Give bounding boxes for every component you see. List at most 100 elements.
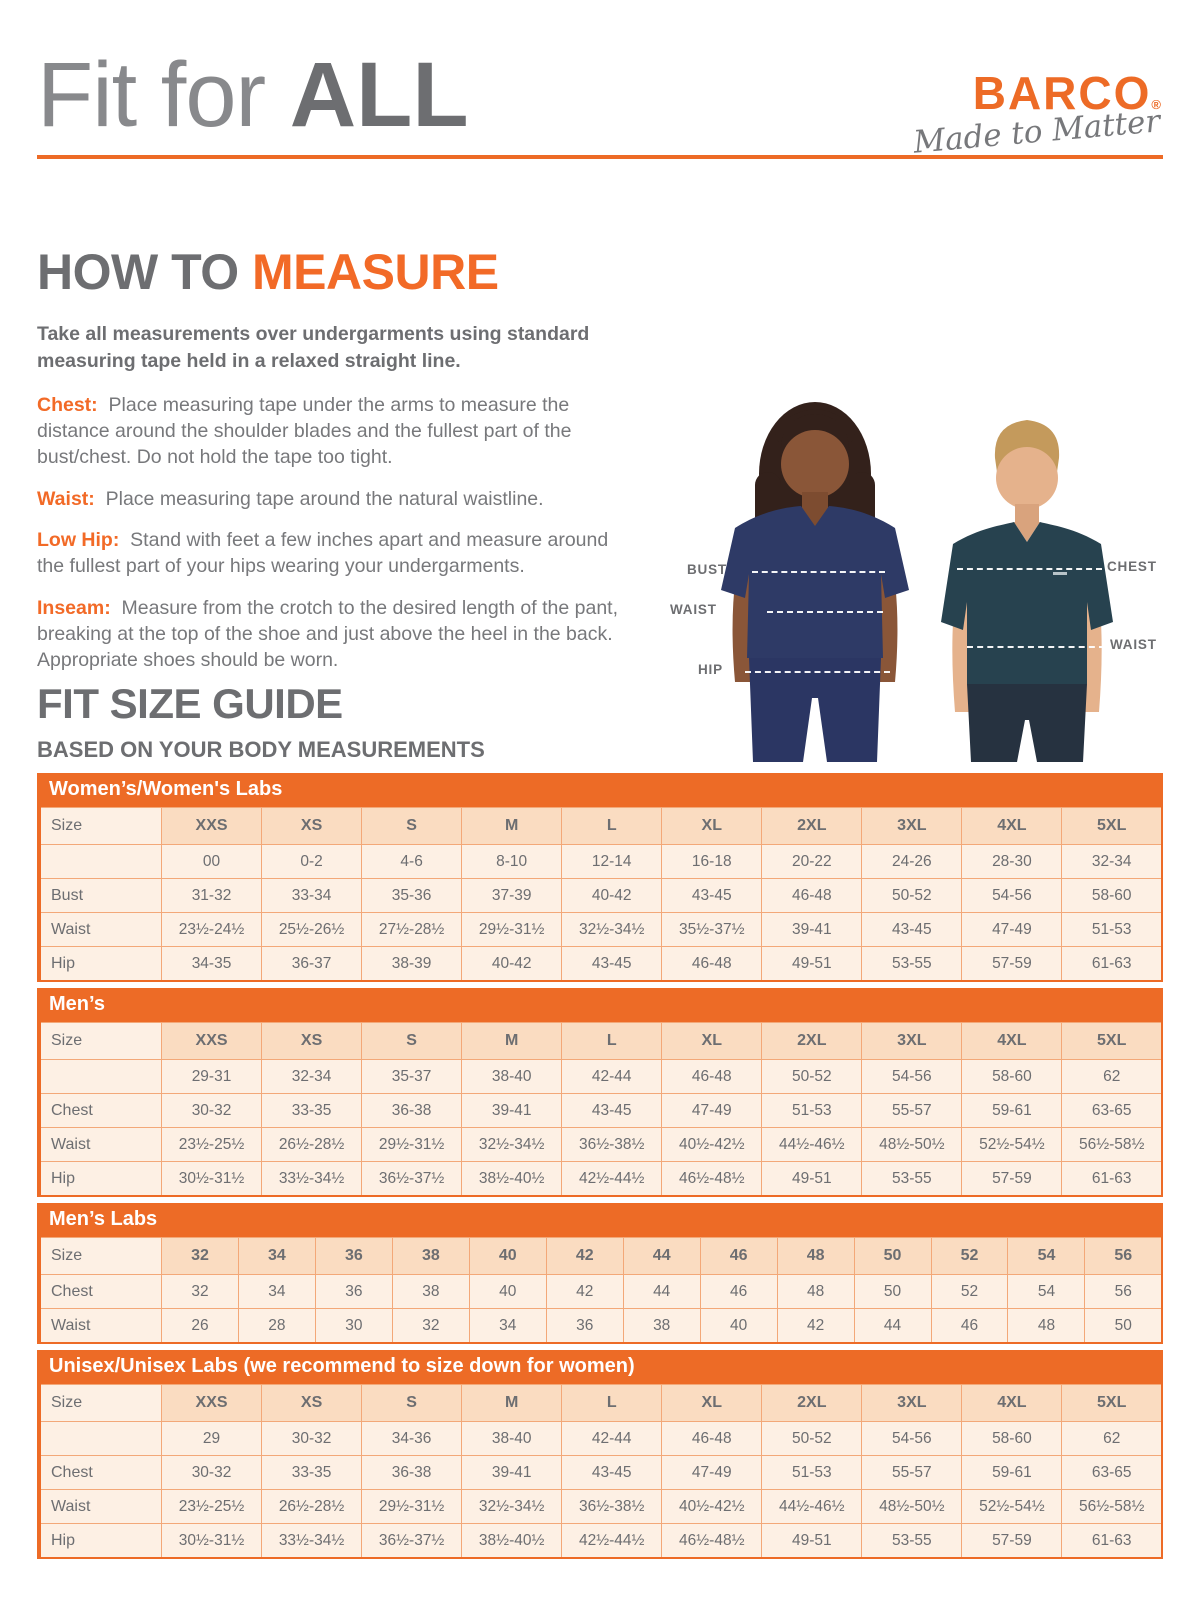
size-cell: L <box>561 1022 663 1060</box>
accent-divider <box>37 155 1163 159</box>
size-cell: XXS <box>160 1022 263 1060</box>
row-label: Waist <box>38 1308 162 1344</box>
size-cell: 56½-58½ <box>1061 1127 1163 1162</box>
table-row: Chest 32 34 36 38 40 42 44 46 48 50 52 54 56 <box>38 1274 1163 1309</box>
waist-measure-line-left <box>767 611 883 613</box>
size-cell: 30-32 <box>160 1093 263 1128</box>
table-row: Waist 23½-24½ 25½-26½ 27½-28½ 29½-31½ 32½-34½… <box>38 912 1163 947</box>
row-label: Size <box>38 1384 162 1422</box>
size-cell: 40-42 <box>561 878 663 913</box>
size-cell: 5XL <box>1061 1022 1163 1060</box>
size-cell: 52 <box>930 1237 1009 1275</box>
size-cell: 55-57 <box>861 1455 963 1490</box>
size-cell: 53-55 <box>861 946 963 982</box>
table-row: 00 0-2 4-6 8-10 12-14 16-18 20-22 24-26 28-30 32-… <box>38 844 1163 879</box>
table-row: Waist 23½-25½ 26½-28½ 29½-31½ 32½-34½ 36½-38½… <box>38 1489 1163 1524</box>
size-cell: 50-52 <box>761 1059 863 1094</box>
size-cell: 32 <box>391 1308 470 1344</box>
page-title-bold: ALL <box>289 44 469 146</box>
size-cell: 33-35 <box>261 1093 363 1128</box>
size-cell: XS <box>261 807 363 845</box>
size-cell: 46 <box>699 1274 778 1309</box>
size-cell: 4XL <box>961 1384 1063 1422</box>
size-cell: 24-26 <box>861 844 963 879</box>
fit-size-guide-subheading: BASED ON YOUR BODY MEASUREMENTS <box>37 737 485 762</box>
size-cell: 2XL <box>761 1384 863 1422</box>
measure-item-chest: Chest: Place measuring tape under the ar… <box>37 393 572 469</box>
size-cell: 36 <box>314 1237 393 1275</box>
size-cell: 30-32 <box>261 1421 363 1456</box>
size-cell: 48 <box>776 1237 855 1275</box>
size-cell: 43-45 <box>861 912 963 947</box>
table-row: Size 32 34 36 38 40 42 44 46 48 50 52 54 56 <box>38 1237 1163 1275</box>
size-cell: 38½-40½ <box>461 1161 563 1197</box>
measure-item-waist: Waist: Place measuring tape around the n… <box>37 487 544 510</box>
size-cell: 32½-34½ <box>561 912 663 947</box>
size-cell: 51-53 <box>761 1093 863 1128</box>
table-row: Size XXS XS S M L XL 2XL 3XL 4XL 5XL <box>38 1384 1163 1422</box>
size-cell: 35-37 <box>361 1059 463 1094</box>
size-cell: 37-39 <box>461 878 563 913</box>
size-cell: 2XL <box>761 1022 863 1060</box>
size-cell: 38-39 <box>361 946 463 982</box>
size-table: Size XXS XS S M L XL 2XL 3XL 4XL 5XL 29-31 32-34 35-3… <box>37 1022 1163 1197</box>
size-cell: 25½-26½ <box>261 912 363 947</box>
size-cell: 29½-31½ <box>361 1489 463 1524</box>
size-cell: 55-57 <box>861 1093 963 1128</box>
size-cell: 56½-58½ <box>1061 1489 1163 1524</box>
size-cell: 40 <box>468 1237 547 1275</box>
size-cell: 61-63 <box>1061 1161 1163 1197</box>
size-cell: 4XL <box>961 807 1063 845</box>
size-cell: 46½-48½ <box>661 1161 763 1197</box>
size-cell: 34 <box>237 1274 316 1309</box>
size-cell: 36-37 <box>261 946 363 982</box>
size-cell: 49-51 <box>761 946 863 982</box>
size-cell: 30-32 <box>160 1455 263 1490</box>
size-cell: 50-52 <box>861 878 963 913</box>
size-cell: 38 <box>622 1308 701 1344</box>
size-cell: XL <box>661 1022 763 1060</box>
size-cell: XS <box>261 1384 363 1422</box>
size-cell: 36-38 <box>361 1093 463 1128</box>
size-cell: 42-44 <box>561 1421 663 1456</box>
bust-label: BUST <box>687 562 727 577</box>
size-cell: 39-41 <box>761 912 863 947</box>
size-cell: 32 <box>161 1237 239 1275</box>
size-cell: 46 <box>699 1237 778 1275</box>
size-cell: 47-49 <box>661 1093 763 1128</box>
row-label: Chest <box>38 1455 162 1490</box>
hip-label: HIP <box>698 662 723 677</box>
size-cell: 40½-42½ <box>661 1489 763 1524</box>
row-label: Hip <box>38 946 162 982</box>
size-cell: 29½-31½ <box>361 1127 463 1162</box>
table-row: 29-31 32-34 35-37 38-40 42-44 46-48 50-52 54-56… <box>38 1059 1163 1094</box>
how-to-measure-heading: HOW TO MEASURE <box>37 244 499 300</box>
size-cell: 5XL <box>1061 1384 1163 1422</box>
table-row: Chest 30-32 33-35 36-38 39-41 43-45 47-49 51-53… <box>38 1093 1163 1128</box>
table-row: 29 30-32 34-36 38-40 42-44 46-48 50-52 54-56 58-… <box>38 1421 1163 1456</box>
measure-item-inseam: Inseam: Measure from the crotch to the d… <box>37 596 618 672</box>
models-figure: BUST WAIST HIP CHEST WAIST <box>655 382 1190 762</box>
bust-measure-line <box>752 571 885 573</box>
table-row: Waist 26 28 30 32 34 36 38 40 42 44 46 48 50 <box>38 1308 1163 1344</box>
size-cell: 58-60 <box>961 1059 1063 1094</box>
size-cell: 29-31 <box>160 1059 263 1094</box>
size-cell: 43-45 <box>661 878 763 913</box>
size-cell: 50 <box>853 1274 932 1309</box>
size-cell: 32½-34½ <box>461 1127 563 1162</box>
man-model <box>941 420 1113 762</box>
row-label: Waist <box>38 912 162 947</box>
size-cell: 33-35 <box>261 1455 363 1490</box>
size-cell: 58-60 <box>1061 878 1163 913</box>
measure-intro: Take all measurements over undergarments… <box>37 323 590 372</box>
size-cell: 43-45 <box>561 946 663 982</box>
size-cell: 36½-37½ <box>361 1523 463 1559</box>
size-cell: 0-2 <box>261 844 363 879</box>
size-cell: 50 <box>1084 1308 1163 1344</box>
row-label <box>38 1059 162 1094</box>
size-cell: L <box>561 807 663 845</box>
size-cell: 48½-50½ <box>861 1127 963 1162</box>
size-cell: 43-45 <box>561 1455 663 1490</box>
size-cell: 46½-48½ <box>661 1523 763 1559</box>
size-cell: 53-55 <box>861 1161 963 1197</box>
